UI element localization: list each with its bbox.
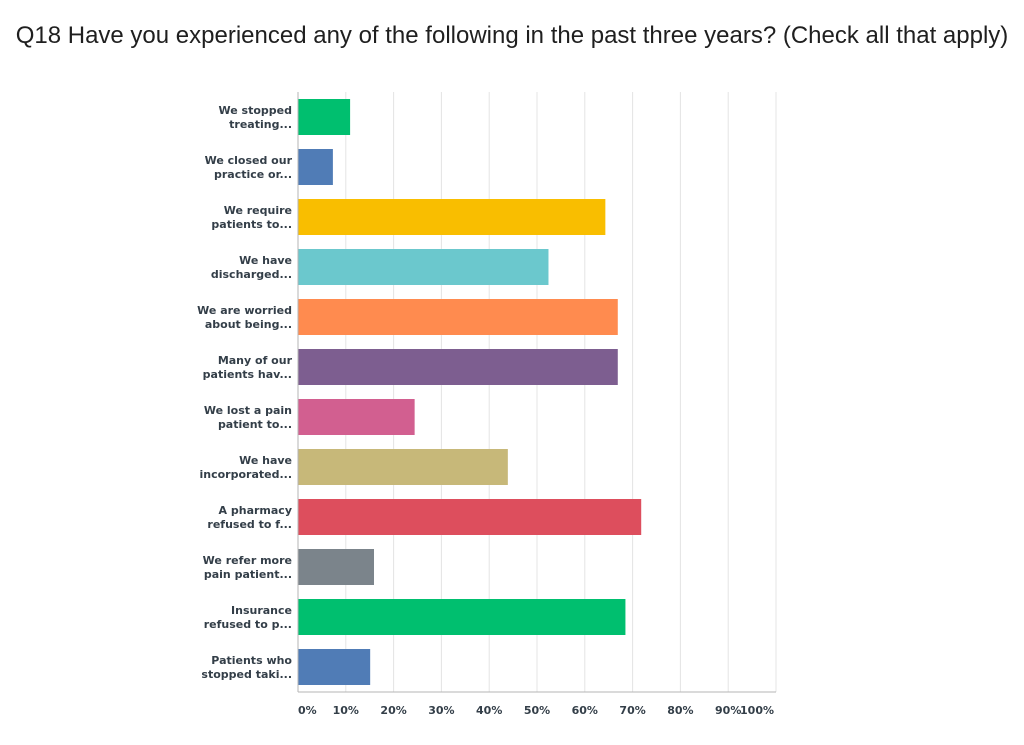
bar[interactable] — [298, 449, 508, 485]
bar[interactable] — [298, 249, 549, 285]
category-label: We closed our practice or... — [205, 154, 293, 181]
x-tick-label: 40% — [476, 704, 502, 717]
x-tick-label: 10% — [333, 704, 359, 717]
category-label: We have incorporated... — [199, 454, 292, 481]
bar[interactable] — [298, 99, 351, 135]
x-tick-label: 70% — [619, 704, 645, 717]
category-label: We lost a pain patient to... — [204, 404, 292, 431]
category-label: We stopped treating... — [219, 104, 292, 131]
bar[interactable] — [298, 399, 415, 435]
x-tick-label: 30% — [428, 704, 454, 717]
category-label: We are worried about being... — [197, 304, 292, 331]
bar[interactable] — [298, 499, 642, 535]
category-label: Patients who stopped taki... — [201, 654, 292, 681]
x-tick-labels: 0% 10% 20% 30% 40% 50% 60% 70% 80% 90%100% — [298, 704, 774, 717]
category-labels: We stopped treating... We closed our practi… — [197, 104, 292, 681]
bar[interactable] — [298, 349, 618, 385]
bar[interactable] — [298, 299, 618, 335]
x-tick-label: 60% — [572, 704, 598, 717]
bar[interactable] — [298, 649, 371, 685]
category-label: We have discharged... — [211, 254, 292, 281]
x-tick-label: 20% — [380, 704, 406, 717]
x-tick-label: 80% — [667, 704, 693, 717]
x-tick-label: 0% — [298, 704, 317, 717]
chart-title: Q18 Have you experienced any of the foll… — [15, 22, 1009, 49]
category-label: Insurance refused to p... — [204, 604, 292, 631]
bar[interactable] — [298, 149, 333, 185]
bar[interactable] — [298, 599, 626, 635]
category-label: Many of our patients hav... — [203, 354, 293, 381]
category-label: We refer more pain patient... — [203, 554, 292, 581]
x-tick-label: 100% — [740, 704, 774, 717]
bars — [298, 99, 642, 685]
x-tick-label: 90% — [715, 704, 741, 717]
category-label: A pharmacy refused to f... — [207, 504, 292, 531]
gridlines — [345, 92, 777, 692]
x-tick-label: 50% — [524, 704, 550, 717]
category-label: We require patients to... — [211, 204, 292, 231]
bar[interactable] — [298, 549, 375, 585]
bar[interactable] — [298, 199, 606, 235]
